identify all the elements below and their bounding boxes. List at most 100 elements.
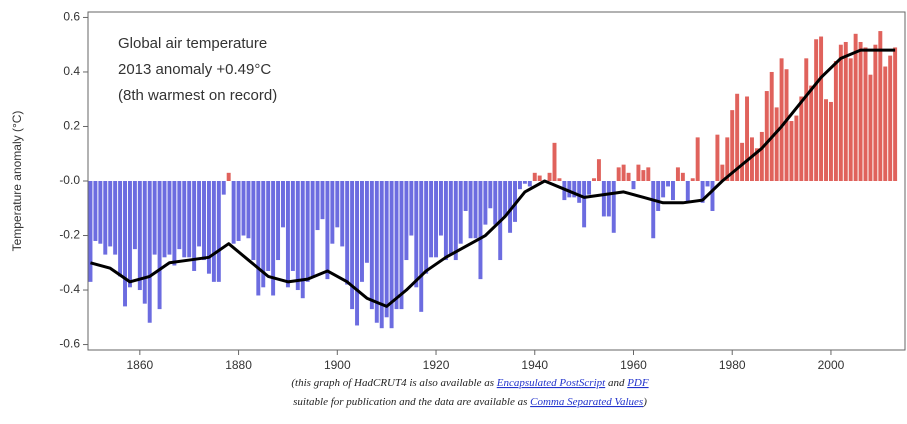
bar: [221, 181, 226, 195]
x-tick-label: 2000: [818, 358, 845, 372]
bar: [211, 181, 216, 282]
bar: [710, 181, 715, 211]
bar: [754, 148, 759, 181]
smooth-line: [90, 48, 896, 308]
bar: [888, 55, 893, 182]
bar: [730, 110, 735, 181]
bar: [764, 91, 769, 181]
y-axis-label: Temperature anomaly (°C): [10, 111, 24, 252]
bar: [784, 69, 789, 181]
bar: [335, 181, 340, 228]
bar: [137, 181, 142, 291]
bar: [745, 96, 750, 181]
bar: [409, 181, 414, 236]
bar: [493, 181, 498, 225]
x-tick-label: 1920: [423, 358, 450, 372]
bar: [868, 74, 873, 181]
bar: [572, 181, 577, 198]
bar: [202, 181, 206, 261]
bar: [93, 181, 98, 241]
bar: [735, 93, 740, 181]
bar: [305, 181, 310, 282]
bar: [360, 181, 364, 282]
annotation: 2013 anomaly +0.49°C: [118, 61, 271, 78]
bar: [794, 115, 799, 181]
bar: [364, 181, 369, 263]
bar: [468, 181, 473, 239]
bar: [438, 181, 443, 236]
bar: [606, 181, 611, 217]
bar: [295, 181, 300, 291]
bar: [443, 181, 448, 261]
y-tick-label: 0.6: [63, 10, 80, 24]
bar: [592, 178, 596, 181]
caption-link[interactable]: Comma Separated Values: [530, 396, 643, 408]
bar: [187, 181, 192, 258]
bar: [330, 181, 335, 244]
caption-text: and: [605, 377, 627, 389]
bar: [769, 71, 774, 181]
bar: [256, 181, 261, 296]
bar: [374, 181, 379, 323]
y-tick-label: 0.4: [63, 64, 80, 78]
bar: [828, 101, 833, 181]
bar: [236, 181, 241, 241]
bar: [596, 159, 601, 181]
bar: [646, 167, 651, 181]
bar: [814, 39, 819, 182]
bar: [345, 181, 350, 285]
bar: [661, 181, 666, 198]
bar: [720, 164, 725, 181]
bar: [434, 181, 439, 258]
bar: [641, 170, 646, 181]
bar: [448, 181, 453, 255]
x-tick-label: 1980: [719, 358, 746, 372]
bar: [350, 181, 355, 310]
bar: [271, 181, 276, 296]
bar: [132, 181, 137, 250]
bar: [873, 44, 878, 181]
bar: [685, 181, 690, 203]
bar: [567, 181, 572, 198]
bar: [404, 181, 409, 261]
caption-link[interactable]: Encapsulated PostScript: [496, 377, 606, 389]
bar: [320, 181, 325, 220]
bar: [483, 181, 488, 225]
bar: [103, 181, 108, 255]
bar: [833, 61, 838, 182]
bar: [162, 181, 167, 258]
bar: [379, 181, 384, 329]
bar: [246, 181, 251, 239]
bar: [147, 181, 152, 323]
bar: [522, 181, 527, 184]
bar: [281, 181, 285, 228]
bar: [759, 131, 764, 181]
bar: [611, 181, 616, 233]
bar: [656, 181, 661, 211]
bar: [424, 181, 429, 274]
bar: [715, 134, 720, 181]
bar: [552, 142, 557, 181]
bar: [394, 181, 399, 310]
bar: [513, 181, 517, 222]
bar: [631, 181, 636, 190]
bar: [527, 181, 532, 187]
bar: [843, 41, 848, 181]
bar: [310, 181, 315, 277]
caption-link[interactable]: PDF: [626, 377, 649, 389]
bar: [463, 181, 468, 211]
bar: [182, 181, 187, 258]
bar: [690, 178, 695, 181]
bar: [671, 181, 675, 201]
bar: [503, 181, 508, 217]
bar: [557, 178, 562, 181]
bar: [118, 181, 123, 277]
bar: [853, 33, 858, 181]
bar: [680, 172, 685, 181]
bar: [601, 181, 606, 217]
bar: [636, 164, 641, 181]
bar: [587, 181, 592, 195]
bar: [276, 181, 281, 261]
bar: [261, 181, 266, 288]
